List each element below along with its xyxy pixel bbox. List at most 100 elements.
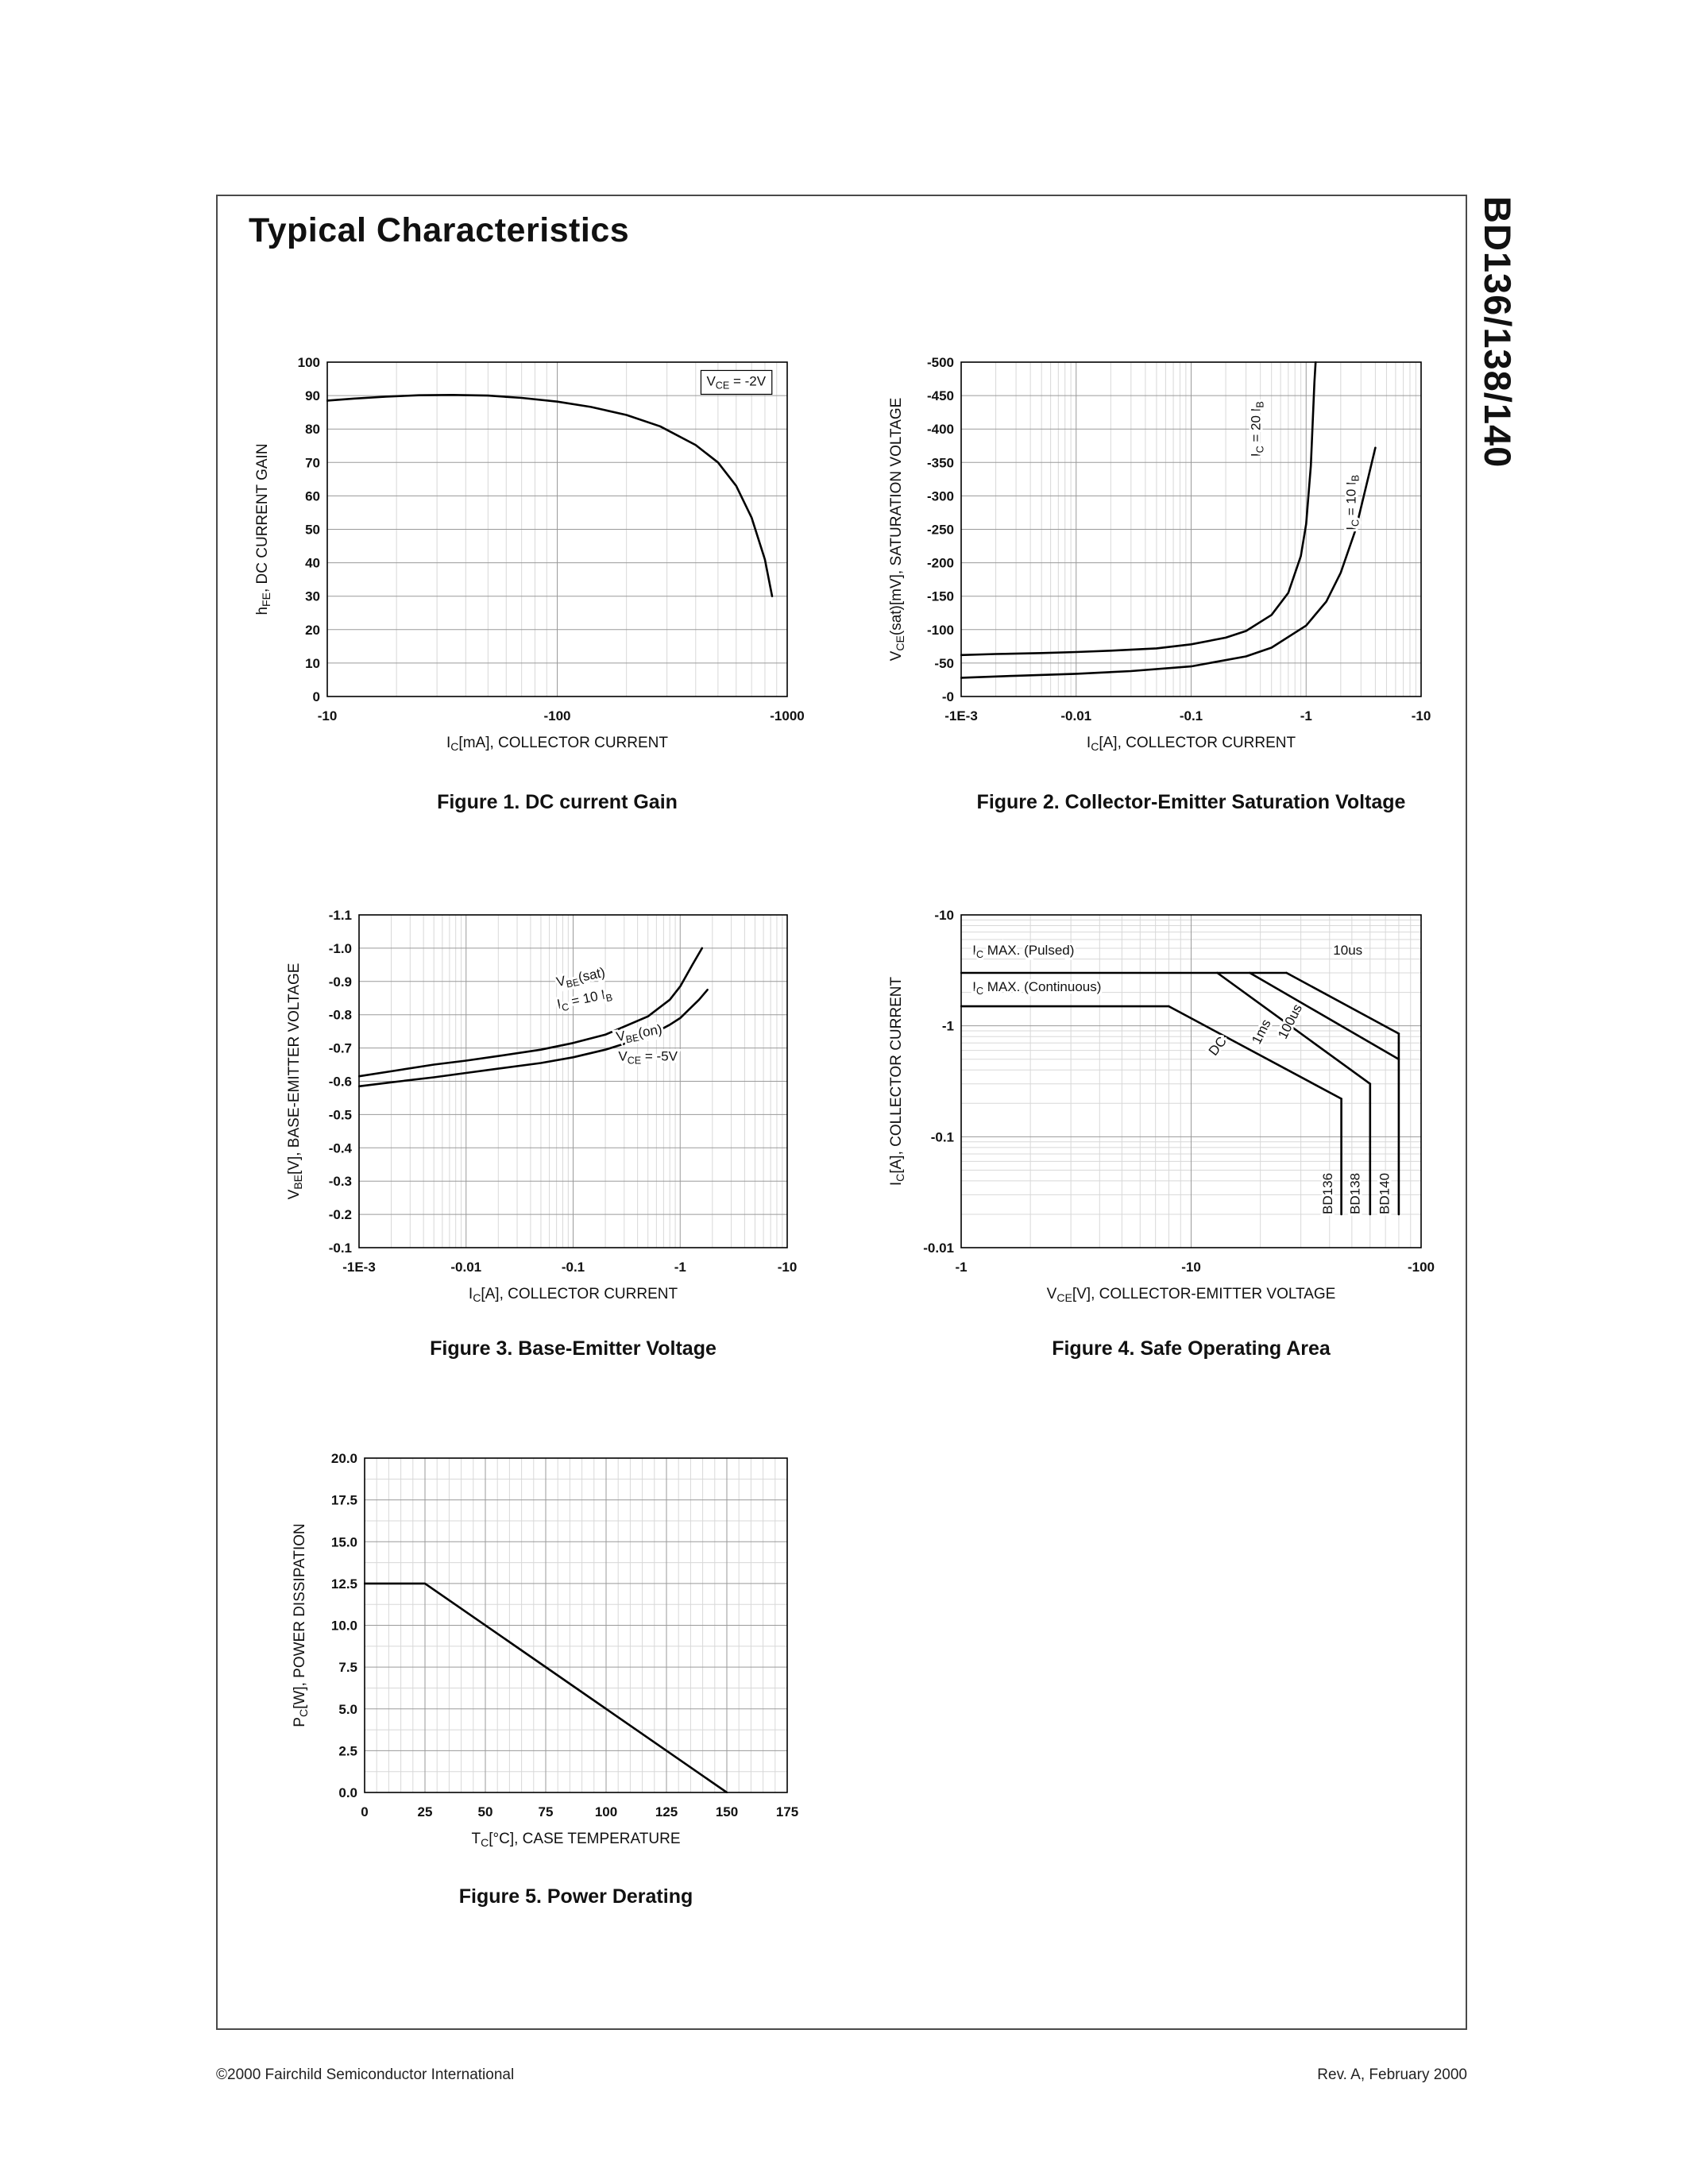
svg-text:VCE(sat)[mV], SATURATION VOLTA: VCE(sat)[mV], SATURATION VOLTAGE [888,398,906,662]
figure-5-caption: Figure 5. Power Derating [458,1885,693,1908]
svg-text:IC MAX. (Pulsed): IC MAX. (Pulsed) [972,943,1074,960]
svg-text:75: 75 [539,1804,554,1819]
svg-text:-200: -200 [927,556,954,571]
collector-emitter-saturation-voltage-chart: -1E-3 -0.01 -0.1 -1 -10 -0 -50 -100 -150 -200 -250… [888,355,1431,753]
svg-text:PC[W], POWER DISSIPATION: PC[W], POWER DISSIPATION [292,1523,310,1727]
svg-text:12.5: 12.5 [331,1576,357,1592]
svg-text:-450: -450 [927,388,954,403]
svg-text:hFE, DC CURRENT GAIN: hFE, DC CURRENT GAIN [254,443,272,615]
svg-text:VCE = -5V: VCE = -5V [618,1049,678,1067]
svg-text:-350: -350 [927,455,954,470]
svg-text:-0.2: -0.2 [329,1207,352,1222]
svg-text:VBE[V], BASE-EMITTER VOLTAGE: VBE[V], BASE-EMITTER VOLTAGE [286,963,304,1200]
svg-text:VBE(on): VBE(on) [615,1021,663,1047]
svg-text:-0: -0 [942,689,954,704]
svg-text:10.0: 10.0 [331,1619,357,1634]
svg-text:70: 70 [305,455,320,470]
svg-text:20: 20 [305,623,320,638]
svg-text:-10: -10 [1181,1260,1201,1275]
svg-text:-50: -50 [934,656,954,671]
svg-text:VCE = -2V: VCE = -2V [706,373,766,391]
svg-text:15.0: 15.0 [331,1534,357,1549]
svg-text:-0.1: -0.1 [562,1260,585,1275]
power-derating-chart: 0 25 50 75 100 125 150 175 0.0 2.5 5.0 7.5 10.0 12.5 1… [292,1451,798,1849]
svg-text:50: 50 [478,1804,493,1819]
svg-text:BD140: BD140 [1377,1173,1393,1214]
footer-copyright: ©2000 Fairchild Semiconductor Internatio… [216,2066,515,2083]
svg-text:40: 40 [305,556,320,571]
svg-text:10: 10 [305,656,320,671]
part-number-side-title: BD136/138/140 [1477,196,1519,469]
svg-text:-0.1: -0.1 [1180,708,1203,723]
svg-text:10us: 10us [1333,943,1362,958]
svg-text:-300: -300 [927,488,954,504]
svg-text:IC[A], COLLECTOR CURRENT: IC[A], COLLECTOR CURRENT [1087,735,1296,753]
svg-text:60: 60 [305,488,320,504]
svg-text:-250: -250 [927,523,954,538]
svg-text:0: 0 [361,1804,368,1819]
svg-text:IC MAX. (Continuous): IC MAX. (Continuous) [972,979,1101,997]
svg-text:-1E-3: -1E-3 [342,1260,376,1275]
svg-text:-100: -100 [1408,1260,1435,1275]
figure-1-caption: Figure 1. DC current Gain [437,791,678,813]
svg-text:20.0: 20.0 [331,1451,357,1466]
svg-text:-0.5: -0.5 [329,1107,352,1122]
svg-text:125: 125 [655,1804,678,1819]
figure-4-caption: Figure 4. Safe Operating Area [1052,1337,1331,1360]
svg-text:-0.01: -0.01 [1060,708,1091,723]
svg-text:-1: -1 [674,1260,686,1275]
figure-2-caption: Figure 2. Collector-Emitter Saturation V… [976,791,1406,813]
svg-text:-10: -10 [778,1260,798,1275]
svg-text:-1: -1 [1300,708,1312,723]
svg-text:IC = 20 IB: IC = 20 IB [1249,401,1266,457]
svg-text:-0.7: -0.7 [329,1041,352,1056]
svg-text:BD138: BD138 [1348,1173,1363,1214]
svg-text:25: 25 [418,1804,433,1819]
svg-text:BD136: BD136 [1320,1173,1335,1214]
svg-text:7.5: 7.5 [338,1660,357,1675]
svg-text:-0.01: -0.01 [923,1241,954,1256]
svg-text:-150: -150 [927,589,954,604]
svg-text:-0.8: -0.8 [329,1008,352,1023]
svg-text:1ms: 1ms [1249,1017,1274,1046]
svg-text:IC = 10 IB: IC = 10 IB [1344,475,1362,531]
svg-text:-10: -10 [1412,708,1431,723]
svg-text:-400: -400 [927,422,954,437]
page-title: Typical Characteristics [249,211,630,249]
footer-revision: Rev. A, February 2000 [1317,2066,1467,2083]
svg-text:-1000: -1000 [770,708,804,723]
svg-text:175: 175 [776,1804,798,1819]
svg-text:-0.4: -0.4 [329,1140,353,1156]
svg-text:-100: -100 [927,623,954,638]
svg-text:5.0: 5.0 [338,1702,357,1717]
svg-text:VCE[V], COLLECTOR-EMITTER VOLT: VCE[V], COLLECTOR-EMITTER VOLTAGE [1047,1286,1336,1304]
svg-text:-0.9: -0.9 [329,974,352,990]
figure-3-caption: Figure 3. Base-Emitter Voltage [430,1337,717,1360]
svg-text:17.5: 17.5 [331,1493,357,1508]
svg-text:0.0: 0.0 [338,1785,357,1800]
svg-text:-0.1: -0.1 [931,1129,954,1144]
svg-text:-100: -100 [543,708,570,723]
svg-text:IC[mA], COLLECTOR CURRENT: IC[mA], COLLECTOR CURRENT [446,735,668,753]
svg-text:-1: -1 [955,1260,967,1275]
svg-text:-0.6: -0.6 [329,1075,352,1090]
svg-text:IC[A], COLLECTOR CURRENT: IC[A], COLLECTOR CURRENT [888,977,906,1187]
svg-text:-0.01: -0.01 [450,1260,481,1275]
svg-text:100: 100 [298,355,320,370]
svg-text:50: 50 [305,523,320,538]
svg-text:-10: -10 [934,908,954,923]
svg-text:-10: -10 [318,708,338,723]
svg-text:TC[°C], CASE TEMPERATURE: TC[°C], CASE TEMPERATURE [471,1831,680,1849]
base-emitter-voltage-chart: -1E-3 -0.01 -0.1 -1 -10 -0.1 -0.2 -0.3 -0.4 -0.5 -… [286,908,798,1304]
svg-text:-0.3: -0.3 [329,1174,352,1189]
svg-text:-500: -500 [927,355,954,370]
svg-text:90: 90 [305,388,320,403]
svg-text:0: 0 [313,689,320,704]
svg-text:-1.0: -1.0 [329,941,352,956]
safe-operating-area-chart: -1 -10 -100 -0.01 -0.1 -1 -10 VCE[V], COLLECTOR… [888,908,1435,1304]
dc-current-gain-chart: -10 -100 -1000 0 10 20 30 40 50 60 70 80 90 100 IC[mA]… [254,355,805,753]
svg-text:100: 100 [595,1804,617,1819]
svg-text:IC[A], COLLECTOR CURRENT: IC[A], COLLECTOR CURRENT [469,1286,678,1304]
svg-text:-1.1: -1.1 [329,908,352,923]
